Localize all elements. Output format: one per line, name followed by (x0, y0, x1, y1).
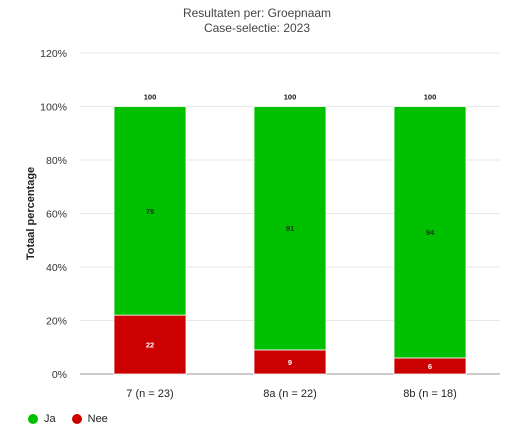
y-tick-label: 100% (40, 102, 67, 114)
y-tick-label: 60% (46, 209, 67, 221)
legend-item-ja[interactable]: Ja (28, 413, 56, 425)
legend: Ja Nee (28, 413, 124, 425)
total-label: 100 (144, 93, 157, 102)
y-tick-label: 120% (40, 48, 67, 60)
y-tick-label: 40% (46, 262, 67, 274)
y-tick-label: 80% (46, 155, 67, 167)
chart-title: Resultaten per: Groepnaam (182, 6, 332, 20)
x-tick-label: 8a (n = 22) (263, 388, 317, 400)
legend-label-nee: Nee (87, 413, 108, 425)
legend-swatch-ja (28, 414, 38, 424)
data-label: 78 (146, 207, 154, 216)
data-label: 22 (146, 341, 154, 350)
y-axis-label: Totaal percentage (25, 167, 37, 260)
bar-ja[interactable] (393, 106, 467, 359)
bar-nee[interactable] (113, 314, 187, 375)
data-label: 9 (288, 358, 292, 367)
data-label: 91 (286, 224, 294, 233)
data-label: 6 (428, 362, 432, 371)
x-tick-label: 8b (n = 18) (403, 388, 457, 400)
data-label: 94 (426, 228, 435, 237)
total-label: 100 (284, 93, 297, 102)
total-label: 100 (424, 93, 437, 102)
legend-item-nee[interactable]: Nee (71, 413, 108, 425)
chart-subtitle: Case-selectie: 2023 (203, 21, 311, 35)
y-tick-label: 20% (46, 316, 67, 328)
x-tick-label: 7 (n = 23) (126, 388, 173, 400)
bar-ja[interactable] (253, 106, 327, 351)
legend-label-ja: Ja (44, 413, 56, 425)
bar-ja[interactable] (113, 106, 187, 316)
y-tick-label: 0% (52, 369, 67, 381)
legend-swatch-nee (71, 414, 82, 424)
